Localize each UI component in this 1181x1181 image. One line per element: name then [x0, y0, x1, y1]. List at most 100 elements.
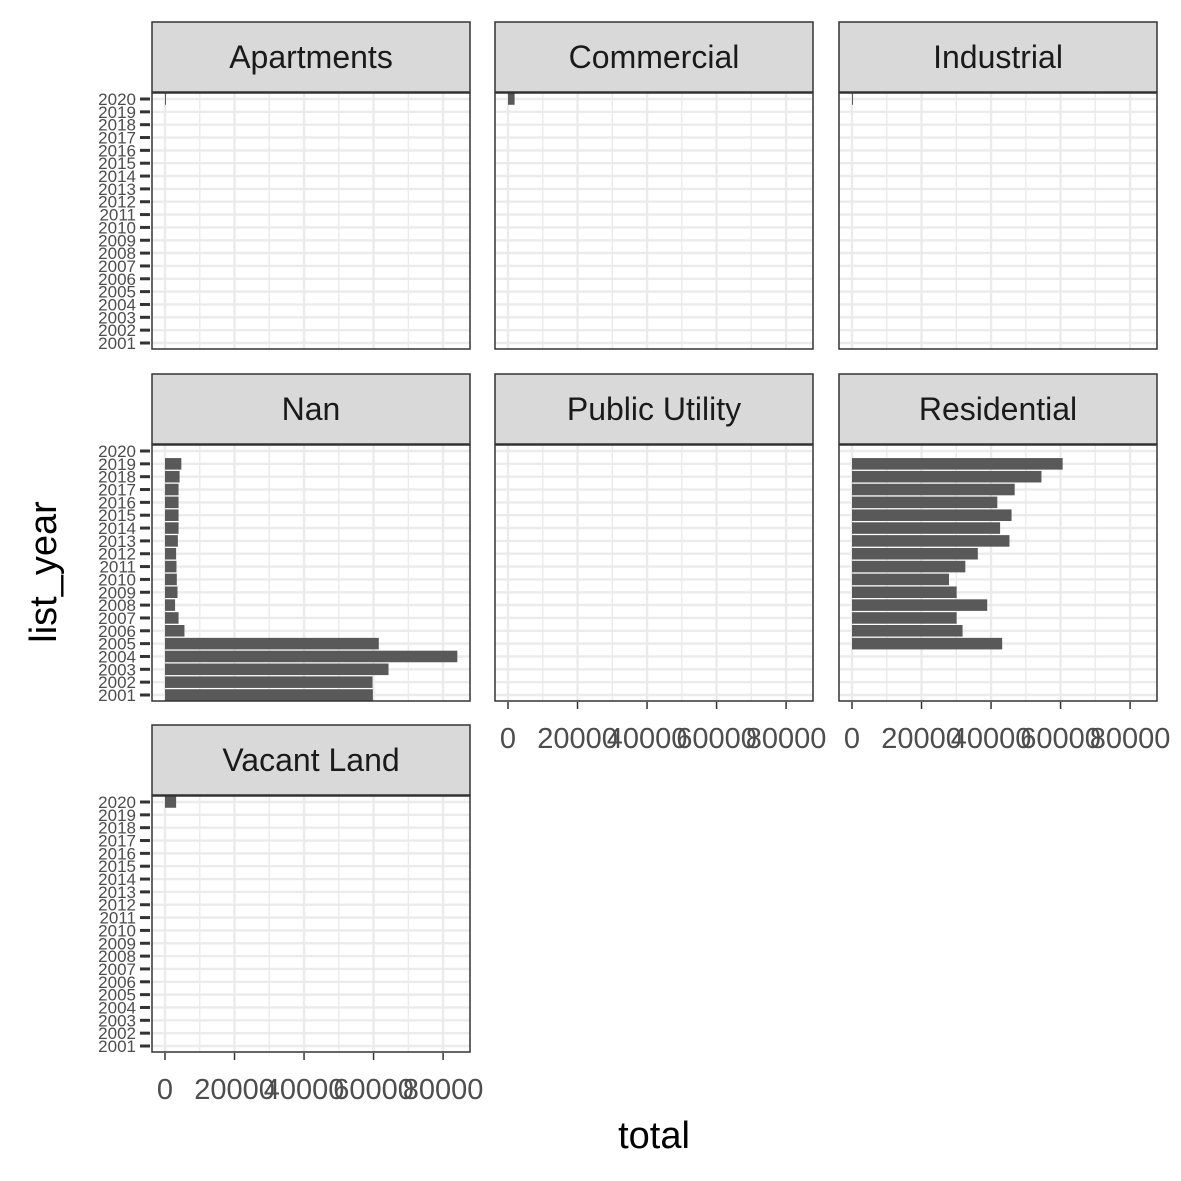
- y-tick-label: 2016: [98, 493, 136, 512]
- bar: [165, 586, 178, 599]
- x-tick-label: 60000: [676, 723, 757, 755]
- y-tick-label: 2006: [98, 270, 136, 289]
- x-axis-title: total: [618, 1115, 690, 1157]
- facet-panel: Commercial: [494, 21, 814, 350]
- x-tick-label: 80000: [746, 723, 827, 755]
- bar: [852, 496, 998, 509]
- x-tick-label: 20000: [537, 723, 618, 755]
- y-tick-label: 2004: [98, 295, 136, 314]
- y-tick-label: 2015: [98, 506, 136, 525]
- panel-border: [151, 92, 471, 350]
- y-tick-label: 2015: [98, 154, 136, 173]
- bar: [852, 458, 1063, 470]
- bar: [165, 496, 179, 509]
- y-tick-label: 2005: [98, 283, 136, 302]
- y-tick-label: 2004: [98, 998, 136, 1017]
- bar: [165, 535, 178, 547]
- x-tick-label: 60000: [1020, 723, 1101, 755]
- bar: [165, 650, 458, 663]
- y-tick-label: 2017: [98, 129, 136, 148]
- y-tick-label: 2011: [99, 558, 136, 577]
- bar: [165, 796, 177, 808]
- bar: [852, 93, 853, 105]
- panel-border: [494, 92, 814, 350]
- x-tick-label: 80000: [403, 1074, 484, 1106]
- panel-border: [151, 795, 471, 1053]
- panel-border: [494, 444, 814, 702]
- y-tick-label: 2007: [98, 609, 136, 628]
- bar: [165, 663, 389, 676]
- bar: [165, 573, 177, 586]
- bar: [165, 522, 179, 534]
- y-tick-label: 2001: [98, 334, 136, 353]
- facet-panel: Apartments200120022003200420052006200720…: [98, 21, 471, 353]
- y-tick-label: 2003: [98, 660, 136, 679]
- y-tick-label: 2012: [98, 193, 136, 212]
- panel-border: [838, 444, 1158, 702]
- y-tick-label: 2008: [98, 947, 136, 966]
- y-tick-label: 2011: [99, 909, 136, 928]
- y-tick-label: 2002: [98, 321, 136, 340]
- strip-background: [494, 21, 814, 93]
- bar: [165, 458, 182, 470]
- x-tick-label: 0: [500, 723, 516, 755]
- x-tick-label: 40000: [607, 723, 688, 755]
- y-tick-label: 2009: [98, 583, 136, 602]
- strip-label: Apartments: [229, 39, 393, 75]
- x-tick-label: 0: [157, 1074, 173, 1106]
- y-tick-label: 2016: [98, 844, 136, 863]
- y-axis-title: list_year: [23, 501, 65, 643]
- facet-panel: Vacant Land20012002200320042005200620072…: [98, 724, 484, 1106]
- bar: [508, 93, 515, 105]
- panels-layer: Apartments200120022003200420052006200720…: [98, 21, 1171, 1106]
- strip-label: Industrial: [933, 39, 1063, 75]
- x-tick-label: 80000: [1090, 723, 1171, 755]
- bar: [165, 599, 176, 611]
- y-tick-label: 2014: [98, 870, 136, 889]
- facet-panel: Nan2001200220032004200520062007200820092…: [98, 373, 471, 705]
- y-tick-label: 2002: [98, 1024, 136, 1043]
- y-tick-label: 2003: [98, 1011, 136, 1030]
- y-tick-label: 2010: [98, 570, 136, 589]
- y-tick-label: 2019: [98, 455, 136, 474]
- y-tick-label: 2012: [98, 896, 136, 915]
- y-tick-label: 2003: [98, 308, 136, 327]
- bar: [165, 547, 177, 560]
- panel-background: [495, 93, 813, 349]
- strip-label: Vacant Land: [222, 742, 399, 778]
- bar: [852, 573, 949, 586]
- y-tick-label: 2008: [98, 244, 136, 263]
- y-tick-label: 2009: [98, 231, 136, 250]
- x-tick-label: 40000: [951, 723, 1032, 755]
- y-tick-label: 2019: [98, 103, 136, 122]
- bar: [165, 637, 379, 650]
- y-tick-label: 2017: [98, 832, 136, 851]
- bar: [165, 625, 185, 637]
- strip-background: [494, 373, 814, 445]
- strip-background: [151, 724, 471, 796]
- x-tick-label: 20000: [194, 1074, 275, 1106]
- y-tick-label: 2007: [98, 960, 136, 979]
- y-tick-label: 2001: [98, 1037, 136, 1056]
- y-tick-label: 2010: [98, 921, 136, 940]
- strip-label: Nan: [282, 391, 341, 427]
- bar: [852, 483, 1015, 496]
- y-tick-label: 2006: [98, 622, 136, 641]
- bar: [852, 470, 1042, 483]
- strip-label: Public Utility: [567, 391, 741, 427]
- strip-label: Commercial: [569, 39, 740, 75]
- y-tick-label: 2020: [98, 442, 136, 461]
- bar: [165, 612, 179, 624]
- bar: [165, 470, 180, 483]
- strip-background: [151, 21, 471, 93]
- bar: [852, 599, 988, 611]
- panel-border: [151, 444, 471, 702]
- y-tick-label: 2004: [98, 647, 136, 666]
- y-tick-label: 2013: [98, 883, 136, 902]
- y-tick-label: 2016: [98, 141, 136, 160]
- bar: [852, 547, 978, 560]
- x-tick-label: 20000: [881, 723, 962, 755]
